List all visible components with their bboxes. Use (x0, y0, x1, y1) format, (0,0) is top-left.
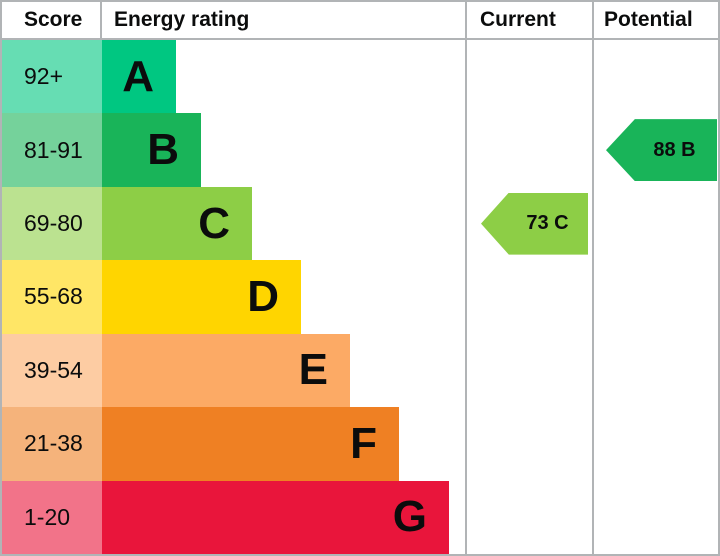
band-row-a: 92+ A (2, 40, 718, 114)
band-row-c: 69-80 C (2, 186, 718, 261)
band-score-range: 81-91 (2, 113, 102, 187)
band-bar-e: E (102, 333, 350, 408)
band-score-range: 92+ (2, 40, 102, 114)
band-score-range: 55-68 (2, 260, 102, 334)
band-bar-g: G (102, 480, 449, 554)
band-bar-b: B (102, 113, 201, 187)
band-bar-c: C (102, 186, 252, 261)
band-score-range: 69-80 (2, 186, 102, 261)
potential-column-divider (592, 2, 594, 554)
band-row-e: 39-54 E (2, 333, 718, 408)
band-row-b: 81-91 B (2, 113, 718, 187)
energy-rating-column-header: Energy rating (114, 8, 250, 31)
band-score-range: 1-20 (2, 480, 102, 554)
score-column-header: Score (2, 2, 102, 38)
band-row-f: 21-38 F (2, 407, 718, 481)
band-row-g: 1-20 G (2, 480, 718, 554)
potential-column-header: Potential (604, 8, 693, 31)
band-bar-d: D (102, 260, 301, 334)
band-score-range: 21-38 (2, 407, 102, 481)
band-bar-f: F (102, 407, 399, 481)
band-row-d: 55-68 D (2, 260, 718, 334)
band-score-range: 39-54 (2, 333, 102, 408)
band-bar-a: A (102, 40, 176, 114)
current-column-header: Current (480, 8, 556, 31)
rating-bands: 92+ A 81-91 B 69-80 C 55-68 D 39-54 E 21-38 F 1-20 G (2, 40, 718, 554)
current-column-divider (465, 2, 467, 554)
chart-header: Score Energy rating Current Potential (2, 2, 718, 40)
